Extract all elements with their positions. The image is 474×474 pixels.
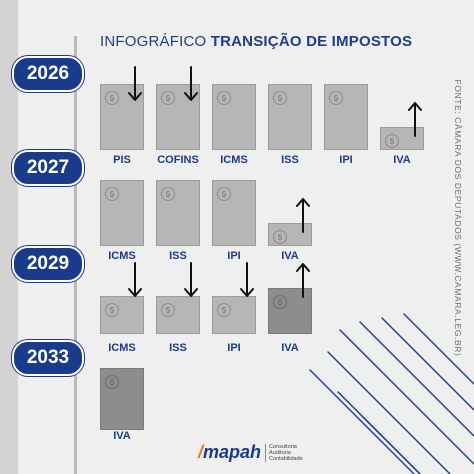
infographic-title: INFOGRÁFICO TRANSIÇÃO DE IMPOSTOS [100,33,412,50]
tax-block-cofins: $ [156,84,200,150]
arrow-up-icon [296,263,310,298]
year-badge-2027: 2027 [12,150,84,186]
coin-icon: $ [329,91,343,105]
tax-block-iva: $ [268,288,312,334]
tax-block-iva: $ [268,223,312,246]
tax-label-icms: ICMS [108,250,136,262]
tax-block-icms: $ [212,84,256,150]
tax-block-iva: $ [380,127,424,150]
arrow-down-icon [184,66,198,101]
coin-icon: $ [217,91,231,105]
coin-icon: $ [273,91,287,105]
tax-block-ipi: $ [324,84,368,150]
year-badge-2026: 2026 [12,56,84,92]
coin-icon: $ [161,303,175,317]
coin-icon: $ [385,134,399,148]
tax-label-iss: ISS [169,250,187,262]
coin-icon: $ [105,375,119,389]
logo-tagline: Consultoria Auditoria Contabilidade [265,443,303,462]
logo-wordmark: /mapah [198,442,262,462]
tax-label-ipi: IPI [339,154,353,166]
tax-label-ipi: IPI [227,250,241,262]
coin-icon: $ [273,230,287,244]
coin-icon: $ [105,91,119,105]
mapah-logo: /mapah Consultoria Auditoria Contabilida… [198,442,303,463]
arrow-down-icon [184,262,198,297]
tax-label-iva: IVA [393,154,411,166]
tax-label-pis: PIS [113,154,131,166]
tax-block-ipi: $ [212,296,256,334]
tax-block-iss: $ [156,296,200,334]
coin-icon: $ [217,303,231,317]
tax-label-iva: IVA [281,342,299,354]
decorative-lines [309,313,474,474]
coin-icon: $ [273,295,287,309]
title-light: INFOGRÁFICO [100,33,207,50]
tax-label-cofins: COFINS [157,154,199,166]
tax-block-icms: $ [100,180,144,246]
tax-label-icms: ICMS [108,342,136,354]
tax-block-iss: $ [156,180,200,246]
arrow-down-icon [240,262,254,297]
arrow-up-icon [408,102,422,137]
tax-block-iss: $ [268,84,312,150]
tax-block-ipi: $ [212,180,256,246]
coin-icon: $ [161,187,175,201]
year-badge-2029: 2029 [12,246,84,282]
arrow-up-icon [296,198,310,233]
tax-label-ipi: IPI [227,342,241,354]
coin-icon: $ [161,91,175,105]
tax-block-pis: $ [100,84,144,150]
arrow-down-icon [128,262,142,297]
coin-icon: $ [217,187,231,201]
tax-label-icms: ICMS [220,154,248,166]
arrow-down-icon [128,66,142,101]
tax-label-iss: ISS [281,154,299,166]
title-bold: TRANSIÇÃO DE IMPOSTOS [210,33,413,50]
year-badge-2033: 2033 [12,340,84,376]
tax-label-iva: IVA [113,430,131,442]
tax-block-iva: $ [100,368,144,430]
coin-icon: $ [105,303,119,317]
tax-label-iva: IVA [281,250,299,262]
tax-label-iss: ISS [169,342,187,354]
coin-icon: $ [105,187,119,201]
tax-block-icms: $ [100,296,144,334]
